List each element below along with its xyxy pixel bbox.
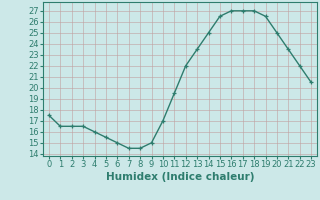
X-axis label: Humidex (Indice chaleur): Humidex (Indice chaleur): [106, 172, 254, 182]
